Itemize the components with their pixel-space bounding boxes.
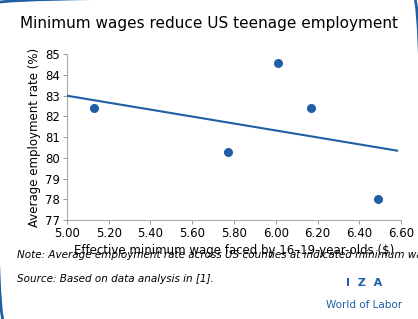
Text: Source: Based on data analysis in [1].: Source: Based on data analysis in [1]. — [17, 274, 214, 284]
Text: Note: Average employment rate across US counties at indicated minimum wage.: Note: Average employment rate across US … — [17, 250, 418, 260]
Point — [275, 60, 281, 65]
Point — [308, 106, 315, 111]
Point — [224, 149, 231, 154]
Text: I  Z  A: I Z A — [346, 278, 382, 287]
Y-axis label: Average employment rate (%): Average employment rate (%) — [28, 48, 41, 227]
Text: World of Labor: World of Labor — [326, 300, 402, 310]
Point — [375, 197, 382, 202]
X-axis label: Effective minimum wage faced by 16–19-year-olds ($): Effective minimum wage faced by 16–19-ye… — [74, 244, 394, 257]
Point — [91, 106, 97, 111]
Text: Minimum wages reduce US teenage employment: Minimum wages reduce US teenage employme… — [20, 16, 398, 31]
